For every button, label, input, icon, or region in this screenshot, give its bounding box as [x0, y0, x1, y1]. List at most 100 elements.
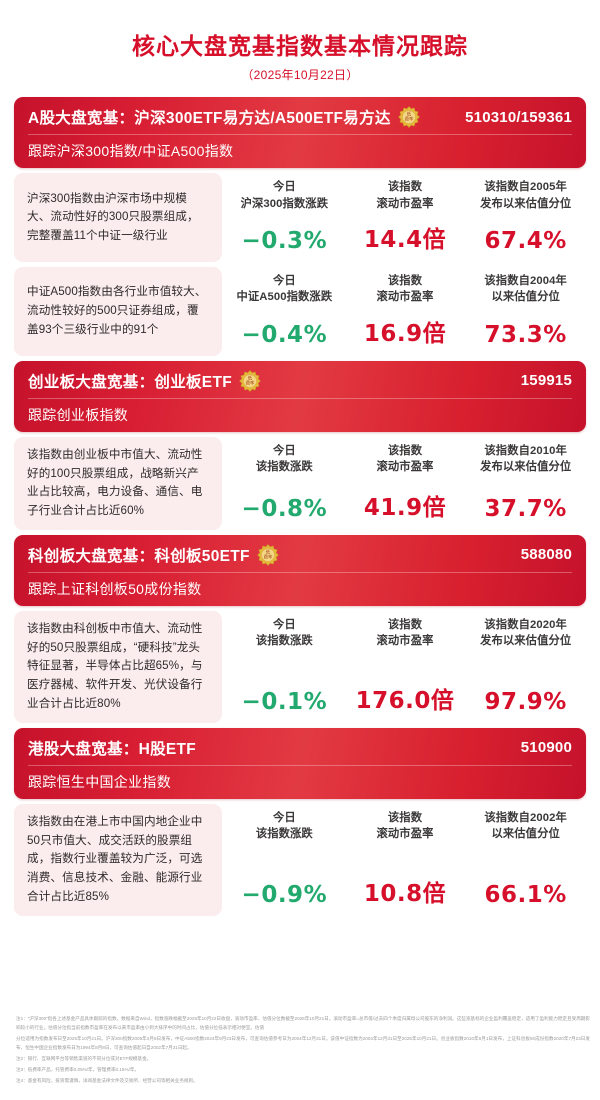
- metric-label-line2: 滚动市盈率: [376, 635, 434, 648]
- metric-label-line1: 今日: [272, 275, 296, 288]
- metric-cell: 该指数自2010年 发布以来估值分位 37.7%: [465, 437, 586, 530]
- metric-value: −0.8%: [241, 495, 328, 522]
- metric-label-line2: 发布以来估值分位: [480, 635, 572, 648]
- section-header-top: 港股大盘宽基：H股ETF 510900: [28, 734, 572, 766]
- index-section: 创业板大盘宽基：创业板ETF 低费率 159915 跟踪创业板指数 该指数由创业板中市值…: [14, 360, 586, 530]
- metric-value: −0.4%: [241, 321, 328, 348]
- section-header: 港股大盘宽基：H股ETF 510900 跟踪恒生中国企业指数: [14, 727, 586, 799]
- fund-code: 588080: [520, 546, 572, 564]
- metric-label-line2: 发布以来估值分位: [480, 197, 572, 210]
- index-description: 中证A500指数由各行业市值较大、流动性较好的500只证券组成，覆盖93个三级行…: [14, 267, 222, 356]
- svg-text:费率: 费率: [404, 116, 413, 123]
- metric-label-line1: 该指数自2020年: [484, 618, 567, 631]
- metric-label-line1: 该指数自2005年: [484, 181, 567, 194]
- index-data-row: 沪深300指数由沪深市场中规模大、流动性好的300只股票组成，完整覆盖11个中证…: [14, 173, 586, 263]
- metric-label-line1: 该指数: [387, 618, 423, 631]
- metric-label-line2: 该指数涨跌: [255, 828, 313, 841]
- metrics-group: 今日 中证A500指数涨跌 −0.4% 该指数 滚动市盈率 16.9倍 该指数自2004年以…: [222, 267, 586, 356]
- metric-label-line2: 滚动市盈率: [376, 461, 434, 474]
- metric-cell: 该指数滚动市盈率 14.4倍: [345, 173, 466, 262]
- tracked-index-label: 跟踪创业板指数: [28, 406, 129, 423]
- index-section: 科创板大盘宽基：科创板50ETF 低费率 588080 跟踪上证科创板50成份指数该指…: [14, 534, 586, 723]
- metric-label-line1: 今日: [272, 444, 296, 457]
- metric-label-line1: 该指数: [387, 444, 423, 457]
- metric-label-line1: 今日: [272, 811, 296, 824]
- low-fee-medal-icon: 低费率: [256, 544, 279, 566]
- index-section: A股大盘宽基：沪深300ETF易方达/A500ETF易方达低费率 510310/1…: [14, 97, 586, 356]
- metric-cell: 该指数滚动市盈率 10.8倍: [345, 804, 466, 916]
- metric-label-line2: 该指数涨跌: [255, 461, 313, 474]
- metric-label-line1: 该指数: [387, 275, 423, 288]
- page-title: 核心大盘宽基指数基本情况跟踪: [132, 33, 468, 59]
- metric-cell: 该指数自2004年 以来估值分位 73.3%: [465, 267, 586, 356]
- metric-cell: 该指数自2020年 发布以来估值分位 97.9%: [465, 611, 586, 723]
- metric-label-line2: 以来估值分位: [491, 291, 560, 304]
- metric-cell: 该指数滚动市盈率 41.9倍: [345, 437, 466, 530]
- sections-container: A股大盘宽基：沪深300ETF易方达/A500ETF易方达低费率 510310/1…: [0, 97, 600, 916]
- tracked-index-label: 跟踪上证科创板50成份指数: [28, 580, 202, 597]
- index-description: 沪深300指数由沪深市场中规模大、流动性好的300只股票组成，完整覆盖11个中证…: [14, 173, 222, 263]
- metric-cell: 该指数滚动市盈率 16.9倍: [345, 267, 466, 356]
- index-data-row: 该指数由在港上市中国内地企业中50只市值大、成交活跃的股票组成，指数行业覆盖较为…: [14, 803, 586, 916]
- footnote-line: 注1：“沪深300”指各上述基金产品具体跟踪的指数，数据来自Wind，指数涨跌幅…: [16, 1016, 590, 1031]
- low-fee-medal-icon: 低费率: [239, 369, 261, 392]
- section-title: 创业板大盘宽基：创业板ETF: [28, 373, 232, 391]
- index-description: 该指数由科创板中市值大、流动性好的50只股票组成，“硬科技”龙头特征显著，半导体…: [14, 610, 222, 723]
- svg-text:低: 低: [248, 374, 253, 381]
- fund-code: 510900: [520, 739, 572, 757]
- metric-label-line2: 发布以来估值分位: [480, 461, 572, 474]
- metric-value: 16.9倍: [363, 320, 447, 347]
- metric-value: 10.8倍: [363, 880, 447, 907]
- metric-label-line1: 该指数: [387, 811, 423, 824]
- metric-value: 67.4%: [484, 228, 567, 255]
- metric-cell: 今日该指数涨跌 −0.9%: [224, 804, 345, 916]
- section-header-top: 科创板大盘宽基：科创板50ETF 低费率 588080: [28, 541, 572, 573]
- svg-text:低: 低: [266, 548, 271, 555]
- section-header: 科创板大盘宽基：科创板50ETF 低费率 588080 跟踪上证科创板50成份指数: [14, 534, 586, 606]
- metric-value: 37.7%: [484, 495, 567, 522]
- metric-value: −0.3%: [241, 228, 328, 255]
- metric-cell: 今日该指数涨跌 −0.8%: [224, 437, 345, 530]
- metric-label-line1: 该指数自2010年: [484, 444, 567, 457]
- metric-value: 14.4倍: [363, 227, 447, 254]
- metric-value: 41.9倍: [363, 494, 447, 521]
- index-section: 港股大盘宽基：H股ETF 510900 跟踪恒生中国企业指数该指数由在港上市中国内地…: [14, 727, 586, 916]
- svg-text:费率: 费率: [246, 379, 255, 386]
- metric-label-line2: 该指数涨跌: [255, 635, 313, 648]
- metric-label-line2: 滚动市盈率: [376, 828, 434, 841]
- metrics-group: 今日该指数涨跌 −0.9% 该指数滚动市盈率 10.8倍 该指数自2002年 以来估值分位…: [222, 804, 586, 916]
- metrics-group: 今日沪深300指数涨跌 −0.3% 该指数滚动市盈率 14.4倍 该指数自2005年 发布…: [222, 173, 586, 262]
- footnotes: 注1：“沪深300”指各上述基金产品具体跟踪的指数，数据来自Wind，指数涨跌幅…: [16, 1015, 590, 1086]
- metric-value: 66.1%: [484, 881, 567, 908]
- metric-cell: 今日沪深300指数涨跌 −0.3%: [224, 173, 345, 262]
- metric-value: 176.0倍: [355, 687, 455, 714]
- metric-label-line1: 该指数自2002年: [484, 811, 567, 824]
- svg-text:费率: 费率: [263, 554, 272, 561]
- metric-label-line2: 沪深300指数涨跌: [240, 197, 329, 210]
- index-description: 该指数由在港上市中国内地企业中50只市值大、成交活跃的股票组成，指数行业覆盖较为…: [14, 803, 222, 916]
- metric-value: 97.9%: [484, 688, 567, 715]
- poster-header: 核心大盘宽基指数基本情况跟踪 （2025年10月22日）: [0, 0, 600, 83]
- metric-cell: 该指数自2002年 以来估值分位 66.1%: [465, 804, 586, 916]
- metric-value: 73.3%: [484, 321, 567, 348]
- metrics-group: 今日 该指数涨跌 −0.1% 该指数 滚动市盈率 176.0倍 该指数自2020年 发布以来估…: [222, 611, 586, 723]
- report-date: （2025年10月22日）: [241, 68, 359, 83]
- metric-value: −0.9%: [241, 881, 328, 908]
- metric-label-line2: 中证A500指数涨跌: [236, 291, 333, 304]
- footnote-line: 分位适用为指数发布日至2025年10月21日。沪深300指数2005年4月8日发…: [16, 1036, 590, 1051]
- section-title: 港股大盘宽基：H股ETF: [28, 740, 197, 758]
- metric-label-line1: 今日: [272, 181, 296, 194]
- metrics-group: 今日 该指数涨跌 −0.8% 该指数 滚动市盈率 41.9倍 该指数自2010年 发布以来估值…: [222, 437, 586, 530]
- footnote-line: 注3：低费率产品，托管费率0.05%/年，管理费率0.15%/年。: [16, 1067, 140, 1073]
- metric-label-line2: 滚动市盈率: [376, 291, 434, 304]
- fund-code: 510310/159361: [465, 108, 572, 126]
- metric-value: −0.1%: [241, 688, 328, 715]
- fund-code: 159915: [520, 372, 572, 390]
- metric-label-line1: 该指数: [387, 181, 423, 194]
- section-title: 科创板大盘宽基：科创板50ETF: [28, 547, 250, 565]
- metric-cell: 今日 该指数涨跌 −0.1%: [224, 611, 345, 723]
- metric-label-line2: 滚动市盈率: [376, 197, 434, 210]
- tracked-index-label: 跟踪恒生中国企业指数: [28, 773, 171, 790]
- tracked-index-label: 跟踪沪深300指数/中证A500指数: [28, 143, 234, 160]
